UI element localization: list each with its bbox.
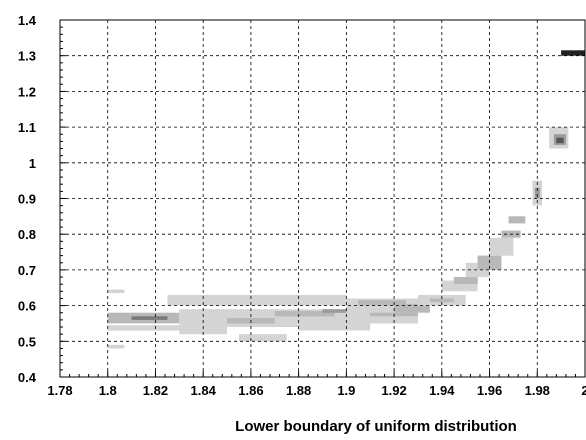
y-tick-label: 1 <box>29 156 36 171</box>
y-tick-label: 0.4 <box>18 370 37 385</box>
y-tick-label: 1.3 <box>18 49 36 64</box>
heatmap-cell <box>508 216 526 224</box>
heatmap-cell <box>274 311 335 317</box>
x-tick-label: 1.9 <box>337 383 355 398</box>
heatmap-cell <box>358 300 406 306</box>
x-axis-title: Lower boundary of uniform distribution <box>235 418 517 435</box>
y-tick-label: 0.7 <box>18 263 36 278</box>
y-tick-label: 0.9 <box>18 192 36 207</box>
y-tick-label: 0.8 <box>18 227 36 242</box>
heatmap-cell <box>239 334 287 342</box>
x-tick-label: 1.96 <box>477 383 502 398</box>
x-tick-label: 1.94 <box>429 383 455 398</box>
x-tick-labels: 1.78 1.8 1.82 1.84 1.86 1.88 1.9 1.92 1.94 1.96 1.… <box>47 383 586 398</box>
heatmap-cell <box>107 289 125 294</box>
x-tick-label: 1.78 <box>47 383 72 398</box>
y-tick-label: 1.1 <box>18 120 36 135</box>
x-tick-label: 2 <box>581 383 586 398</box>
x-tick-label: 1.8 <box>99 383 117 398</box>
x-tick-label: 1.92 <box>381 383 406 398</box>
y-tick-label: 1.2 <box>18 84 36 99</box>
heatmap-cell <box>107 344 125 349</box>
y-tick-label: 1.4 <box>18 13 37 28</box>
heatmap-cell <box>167 294 347 306</box>
heatmap-cell <box>489 237 514 256</box>
y-tick-label: 0.5 <box>18 334 36 349</box>
y-tick-labels: 0.4 0.5 0.6 0.7 0.8 0.9 1 1.1 1.2 1.3 1.4 <box>18 13 37 385</box>
heatmap-cell <box>131 316 168 320</box>
x-tick-label: 1.82 <box>143 383 168 398</box>
heatmap-cell <box>441 280 478 292</box>
heatmap-cell <box>561 50 585 56</box>
y-tick-label: 0.6 <box>18 299 36 314</box>
x-tick-label: 1.98 <box>525 383 550 398</box>
heatmap-cell <box>394 303 430 313</box>
heatmap-cell <box>322 309 347 313</box>
heatmap-cell <box>429 298 454 303</box>
axis-ticks <box>59 19 586 378</box>
heatmap-cell <box>298 323 371 331</box>
heatmap-cell <box>534 187 540 199</box>
x-tick-label: 1.84 <box>191 383 217 398</box>
x-tick-label: 1.88 <box>286 383 311 398</box>
heatmap-cell <box>556 137 564 144</box>
x-tick-label: 1.86 <box>238 383 263 398</box>
heatmap-cells <box>107 50 585 349</box>
heatmap-cell <box>453 277 478 285</box>
